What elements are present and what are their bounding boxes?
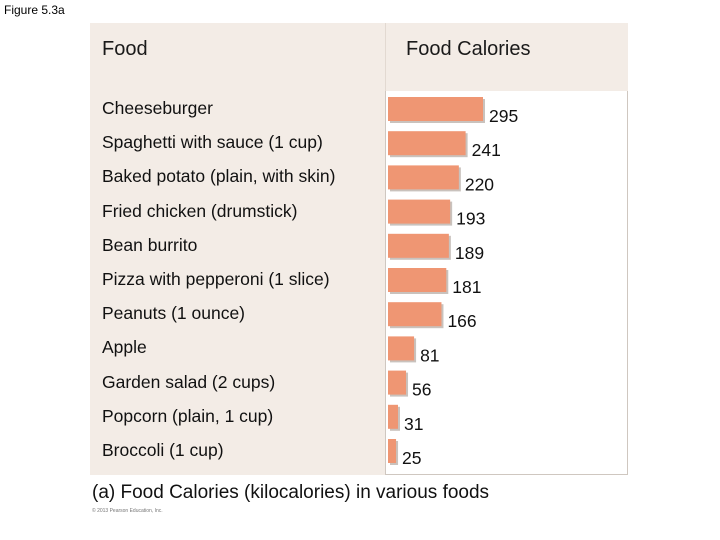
category-label: Popcorn (plain, 1 cup)	[102, 405, 274, 426]
copyright-notice: © 2013 Pearson Education, Inc.	[92, 508, 163, 514]
bar	[388, 302, 442, 327]
figure-label: Figure 5.3a	[4, 3, 65, 17]
bar	[388, 370, 407, 395]
value-label: 220	[465, 174, 494, 194]
category-label: Bean burrito	[102, 234, 198, 255]
bar	[388, 439, 397, 463]
category-label: Spaghetti with sauce (1 cup)	[102, 132, 323, 153]
category-label: Fried chicken (drumstick)	[102, 200, 298, 221]
category-label: Garden salad (2 cups)	[102, 371, 276, 392]
value-label: 193	[456, 209, 485, 229]
value-label: 56	[412, 380, 431, 400]
bar	[388, 404, 398, 429]
bar	[388, 131, 466, 156]
bar	[388, 233, 449, 258]
bar	[388, 336, 415, 361]
value-label: 31	[404, 414, 423, 434]
bar	[388, 165, 459, 190]
value-label: 25	[402, 448, 421, 468]
value-label: 295	[489, 106, 518, 126]
calories-column-header: Food Calories	[406, 38, 531, 60]
bar	[388, 268, 447, 292]
value-label: 241	[472, 140, 501, 160]
food-column-header: Food	[102, 38, 148, 60]
category-label: Apple	[102, 337, 147, 358]
value-label: 181	[452, 277, 481, 297]
bar	[388, 97, 483, 121]
value-label: 81	[420, 345, 439, 365]
value-label: 166	[447, 311, 476, 331]
bar	[388, 199, 451, 224]
chart-caption: (a) Food Calories (kilocalories) in vari…	[92, 482, 490, 503]
category-label: Cheeseburger	[102, 98, 213, 118]
category-label: Baked potato (plain, with skin)	[102, 166, 336, 187]
header-divider	[385, 23, 386, 91]
value-label: 189	[455, 243, 484, 263]
category-label: Broccoli (1 cup)	[102, 440, 224, 460]
category-label: Pizza with pepperoni (1 slice)	[102, 269, 330, 289]
category-label: Peanuts (1 ounce)	[102, 303, 246, 324]
